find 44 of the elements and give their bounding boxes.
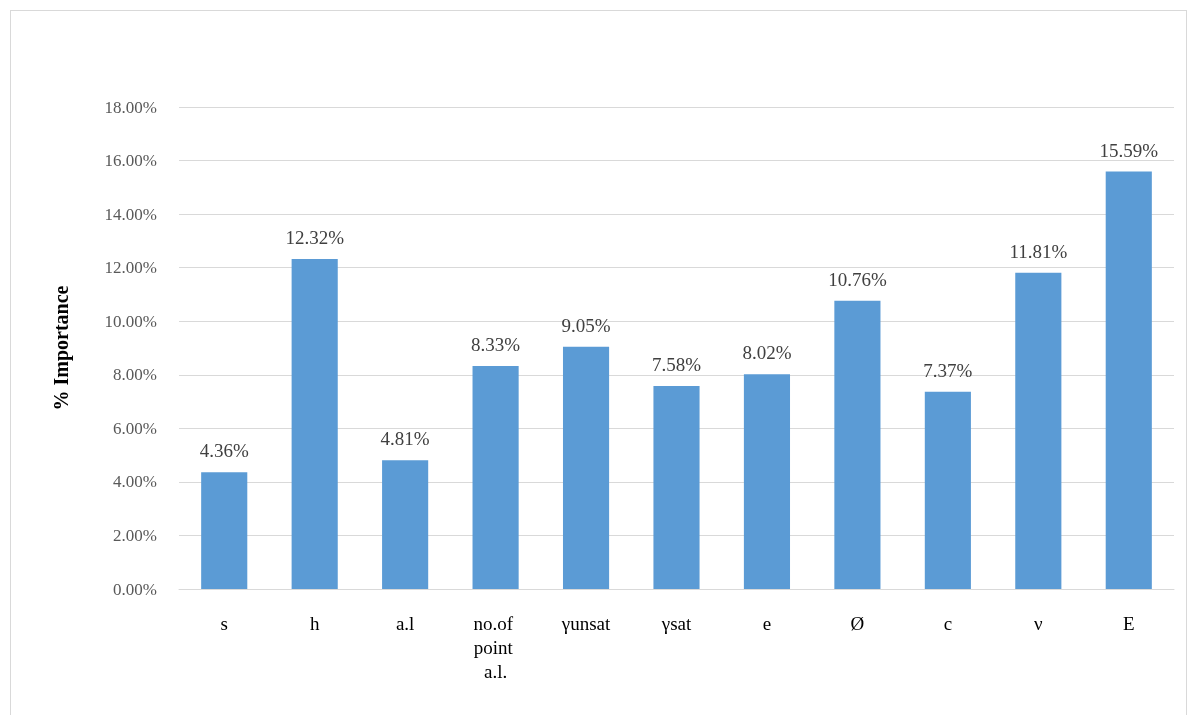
x-tick-label: no.of point a.l.	[473, 612, 518, 682]
data-label: 8.02%	[742, 342, 792, 364]
x-tick-label: γunsat	[560, 612, 612, 634]
data-label: 12.32%	[285, 227, 345, 249]
bar	[382, 460, 429, 589]
data-label: 7.37%	[923, 359, 973, 381]
y-axis-title: % Importance	[50, 285, 73, 411]
y-tick-label: 18.00%	[104, 97, 157, 117]
bar	[1105, 171, 1152, 589]
y-tick-label: 4.00%	[113, 472, 157, 492]
data-label: 4.36%	[199, 440, 249, 462]
x-tick-label: Ø	[850, 612, 865, 634]
y-tick-label: 0.00%	[113, 579, 157, 599]
data-label: 9.05%	[561, 314, 611, 336]
bar	[653, 386, 700, 589]
data-label: 10.76%	[828, 268, 887, 290]
data-label: 4.81%	[380, 428, 430, 450]
x-tick-label: s	[220, 612, 228, 634]
data-label: 8.33%	[471, 333, 521, 355]
y-tick-label: 8.00%	[113, 365, 157, 385]
bar	[924, 391, 971, 589]
data-label: 15.59%	[1099, 139, 1159, 161]
x-tick-label: ν	[1034, 612, 1044, 634]
y-tick-label: 10.00%	[104, 311, 157, 331]
x-tick-label: e	[762, 612, 772, 634]
bar	[834, 300, 881, 589]
bar	[201, 472, 248, 589]
y-tick-label: 12.00%	[104, 258, 157, 278]
y-tick-label: 2.00%	[113, 525, 157, 545]
y-tick-label: 16.00%	[104, 151, 157, 171]
x-tick-label: E	[1122, 612, 1135, 634]
y-tick-label: 14.00%	[104, 204, 157, 224]
bar	[743, 374, 791, 589]
bar	[562, 346, 610, 589]
x-tick-label: c	[943, 612, 953, 634]
x-tick-label: h	[309, 612, 320, 634]
data-label: 11.81%	[1009, 240, 1068, 262]
y-tick-label: 6.00%	[113, 418, 157, 438]
bar	[1015, 272, 1062, 589]
x-tick-label: γsat	[660, 612, 692, 634]
bar	[472, 365, 519, 589]
x-tick-label: a.l	[395, 612, 415, 634]
bar	[291, 259, 338, 589]
data-label: 7.58%	[651, 354, 702, 376]
